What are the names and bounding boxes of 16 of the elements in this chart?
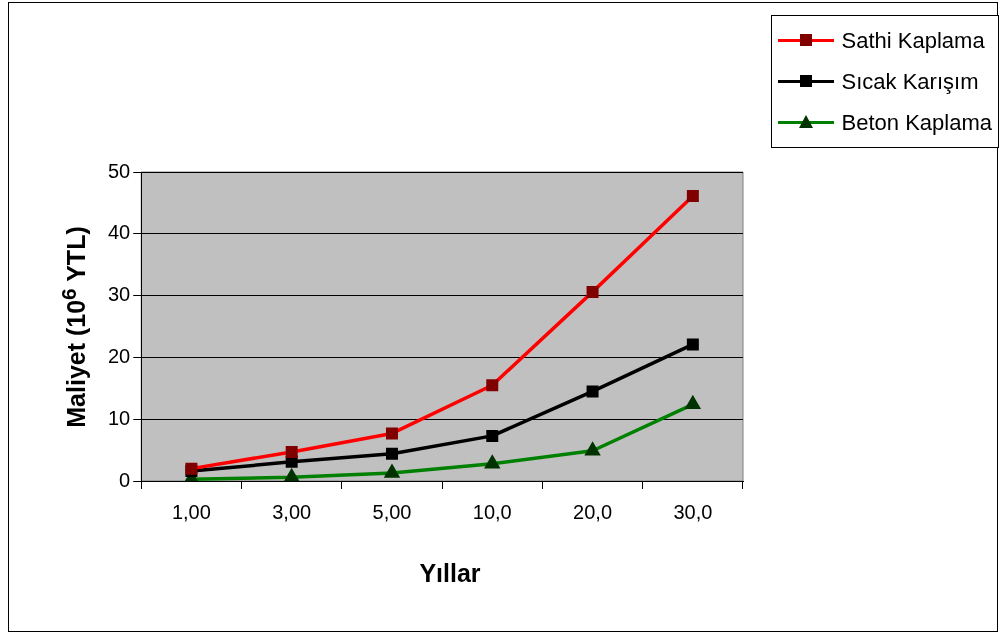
y-tick-label: 20 [108, 344, 131, 367]
x-tick-label: 20,0 [573, 500, 613, 523]
x-axis-title: Yıllar [419, 558, 481, 588]
x-tick-label: 3,00 [272, 500, 312, 523]
y-tick-label: 50 [108, 159, 131, 182]
y-tick-label: 10 [108, 406, 131, 429]
x-tick-label: 5,00 [372, 500, 412, 523]
x-tick-label: 10,0 [472, 500, 512, 523]
legend-label: Beton Kaplama [841, 109, 992, 136]
y-tick-label: 40 [108, 221, 131, 244]
x-tick-label: 30,0 [673, 500, 713, 523]
legend-label: Sıcak Karışım [841, 68, 979, 95]
x-tick-label: 1,00 [171, 500, 211, 523]
y-tick-label: 30 [108, 283, 131, 306]
legend-label: Sathi Kaplama [841, 27, 985, 54]
y-tick-label: 0 [119, 468, 131, 491]
